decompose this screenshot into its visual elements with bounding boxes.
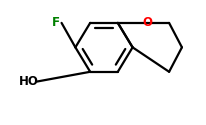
- Text: HO: HO: [19, 75, 39, 88]
- Text: F: F: [52, 16, 59, 29]
- Text: O: O: [142, 16, 152, 29]
